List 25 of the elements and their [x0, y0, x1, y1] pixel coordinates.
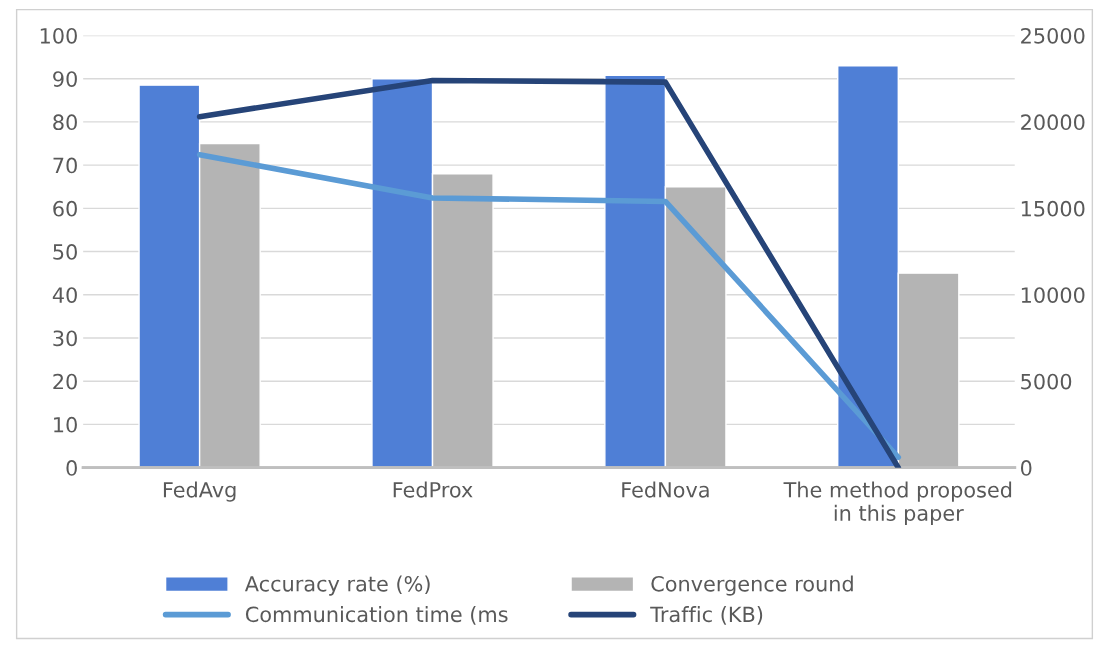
legend-label: Convergence round	[651, 575, 853, 596]
x-tick-label: The method proposed in this paper	[783, 481, 1012, 526]
y2-tick-label: 10000	[1021, 287, 1085, 303]
x-tick-label: FedNova	[622, 481, 709, 498]
y-tick-label: 90	[53, 71, 77, 87]
legend-label: Accuracy rate (%)	[244, 575, 430, 596]
y-tick-label: 40	[52, 287, 77, 303]
x-tick-label: FedProx	[393, 481, 473, 498]
y2-tick-label: 15000	[1021, 200, 1085, 217]
legend-label: Communication time (ms	[245, 606, 508, 625]
y2-tick-label: 20000	[1021, 114, 1085, 131]
y-tick-label: 70	[53, 157, 77, 174]
y-tick-label: 100	[40, 27, 77, 44]
y2-tick-label: 5000	[1021, 373, 1072, 390]
y2-tick-label: 25000	[1021, 27, 1085, 44]
y-tick-label: 20	[53, 373, 77, 390]
y-tick-label: 60	[53, 200, 77, 217]
x-tick-label: FedAvg	[163, 481, 236, 502]
y-tick-label: 30	[53, 330, 77, 347]
y-tick-label: 80	[53, 114, 77, 131]
y-tick-label: 0	[66, 460, 77, 476]
y-tick-label: 50	[53, 244, 77, 260]
legend-label: Traffic (KB)	[650, 606, 763, 625]
y-tick-label: 10	[54, 416, 77, 433]
y2-tick-label: 0	[1020, 460, 1032, 476]
